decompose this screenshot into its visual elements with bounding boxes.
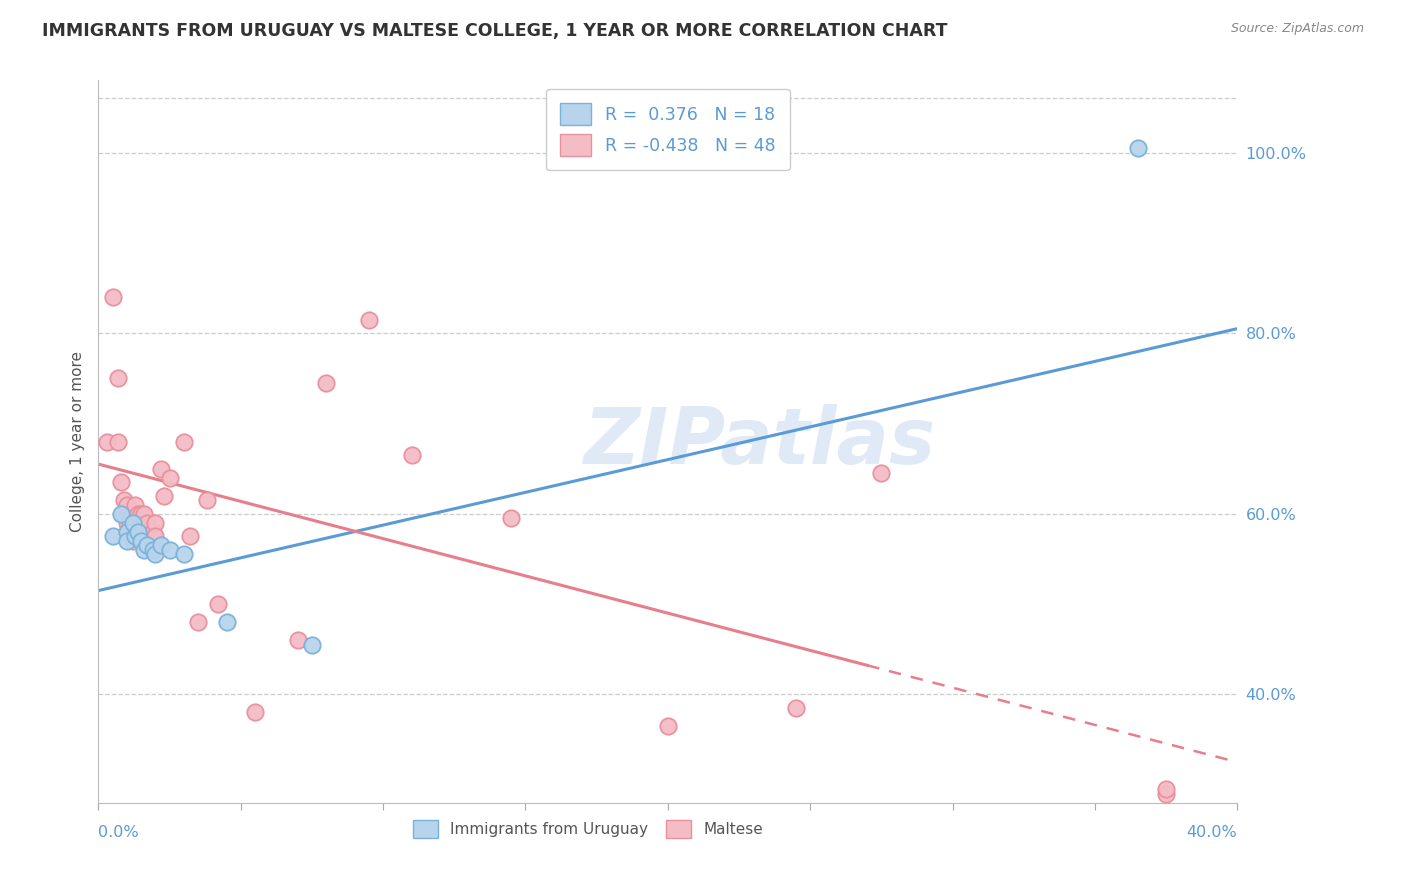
Point xyxy=(179,529,201,543)
Point xyxy=(195,493,218,508)
Point xyxy=(135,516,157,530)
Point xyxy=(315,376,337,390)
Point xyxy=(1154,782,1177,797)
Point xyxy=(115,524,138,539)
Point xyxy=(118,516,141,530)
Point xyxy=(121,516,143,530)
Point xyxy=(127,507,149,521)
Point xyxy=(287,633,309,648)
Point xyxy=(132,507,155,521)
Point xyxy=(132,542,155,557)
Point xyxy=(141,542,163,557)
Point xyxy=(207,597,229,611)
Text: Source: ZipAtlas.com: Source: ZipAtlas.com xyxy=(1230,22,1364,36)
Point xyxy=(870,466,893,480)
Point xyxy=(124,524,146,539)
Point xyxy=(127,520,149,534)
Point xyxy=(135,538,157,552)
Point xyxy=(215,615,238,630)
Point xyxy=(501,511,523,525)
Point xyxy=(129,507,152,521)
Point xyxy=(121,533,143,548)
Point xyxy=(1154,787,1177,801)
Point xyxy=(112,507,135,521)
Point xyxy=(301,638,323,652)
Point xyxy=(96,434,118,449)
Y-axis label: College, 1 year or more: College, 1 year or more xyxy=(69,351,84,532)
Point xyxy=(129,529,152,543)
Point xyxy=(107,371,129,385)
Point xyxy=(121,507,143,521)
Text: ZIPatlas: ZIPatlas xyxy=(583,403,935,480)
Point xyxy=(124,516,146,530)
Point xyxy=(150,461,173,475)
Point xyxy=(107,434,129,449)
Point xyxy=(173,434,195,449)
Point xyxy=(243,706,266,720)
Point xyxy=(1126,141,1149,155)
Point xyxy=(101,529,124,543)
Point xyxy=(101,290,124,304)
Point xyxy=(127,524,149,539)
Point xyxy=(145,516,167,530)
Point xyxy=(785,701,807,715)
Point xyxy=(141,524,163,539)
Point xyxy=(115,516,138,530)
Point xyxy=(357,312,380,326)
Point xyxy=(135,538,157,552)
Point xyxy=(115,533,138,548)
Text: 40.0%: 40.0% xyxy=(1187,825,1237,840)
Point xyxy=(115,498,138,512)
Point xyxy=(124,529,146,543)
Point xyxy=(401,448,423,462)
Text: IMMIGRANTS FROM URUGUAY VS MALTESE COLLEGE, 1 YEAR OR MORE CORRELATION CHART: IMMIGRANTS FROM URUGUAY VS MALTESE COLLE… xyxy=(42,22,948,40)
Point xyxy=(145,529,167,543)
Point xyxy=(132,524,155,539)
Point xyxy=(150,538,173,552)
Point xyxy=(159,471,181,485)
Text: 0.0%: 0.0% xyxy=(98,825,139,840)
Point xyxy=(112,493,135,508)
Point xyxy=(138,529,160,543)
Point xyxy=(187,615,209,630)
Point xyxy=(110,475,132,490)
Point xyxy=(129,533,152,548)
Point xyxy=(124,498,146,512)
Point xyxy=(110,507,132,521)
Point xyxy=(153,489,176,503)
Point xyxy=(173,548,195,562)
Legend: Immigrants from Uruguay, Maltese: Immigrants from Uruguay, Maltese xyxy=(406,813,770,846)
Point xyxy=(657,719,679,733)
Point xyxy=(145,548,167,562)
Point xyxy=(129,516,152,530)
Point xyxy=(159,542,181,557)
Point xyxy=(118,529,141,543)
